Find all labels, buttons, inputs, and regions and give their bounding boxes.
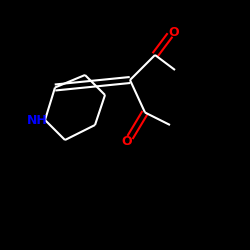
Text: O: O <box>168 26 179 39</box>
Text: O: O <box>121 135 132 148</box>
Text: NH: NH <box>27 114 48 126</box>
